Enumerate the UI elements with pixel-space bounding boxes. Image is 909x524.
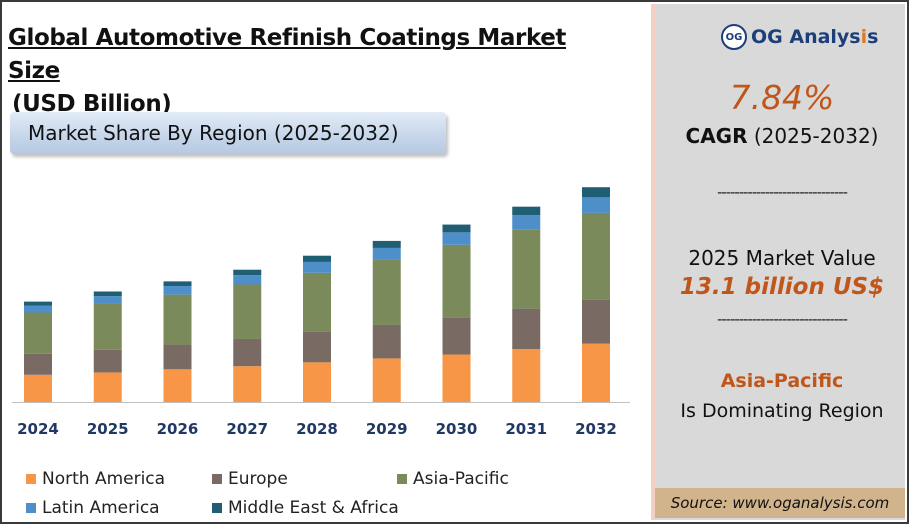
cagr-label-rest: (2025-2032) [747, 124, 879, 148]
bar-segment-north-america-2032 [582, 343, 610, 402]
logo-text-c: s [867, 26, 879, 48]
x-tick-label-2029: 2029 [366, 420, 408, 438]
legend-swatch-asia-pacific [397, 474, 407, 484]
source-note: Source: www.oganalysis.com [655, 488, 905, 518]
x-tick-label-2030: 2030 [436, 420, 478, 438]
logo-text: OG Analysis [751, 26, 878, 48]
bar-segment-europe-2032 [582, 299, 610, 344]
divider-2: ------------------------------ [717, 311, 848, 328]
bar-segment-mea-2029 [372, 240, 401, 248]
bar-segment-mea-2032 [582, 187, 610, 198]
bar-segment-mea-2024 [24, 301, 52, 306]
bar-segment-north-america-2028 [303, 362, 331, 402]
bar-segment-latin-america-2031 [512, 215, 541, 230]
bar-segment-europe-2028 [303, 331, 331, 363]
bar-segment-europe-2024 [24, 353, 52, 375]
bar-segment-asia-pacific-2032 [582, 212, 610, 300]
legend-swatch-north-america [26, 474, 36, 484]
bar-segment-asia-pacific-2024 [24, 312, 52, 354]
dominating-region: Asia-Pacific [720, 370, 844, 392]
bar-segment-north-america-2026 [163, 369, 192, 402]
title-line-1: Global Automotive Refinish Coatings Mark… [8, 25, 567, 84]
bar-segment-north-america-2024 [24, 374, 52, 402]
x-tick-label-2026: 2026 [157, 420, 199, 438]
bar-segment-latin-america-2032 [582, 197, 610, 213]
legend-item-latin-america: Latin America [26, 498, 160, 518]
bar-segment-north-america-2025 [93, 372, 122, 402]
legend-item-europe: Europe [212, 469, 288, 489]
bar-segment-asia-pacific-2025 [93, 303, 122, 350]
bar-segment-north-america-2027 [233, 366, 262, 402]
bar-segment-north-america-2030 [442, 354, 471, 402]
bar-segment-mea-2025 [93, 291, 122, 297]
dominating-region-label: Is Dominating Region [680, 400, 884, 422]
chart-subtitle: Market Share By Region (2025-2032) [28, 121, 399, 145]
legend-swatch-mea [212, 503, 222, 513]
og-logo-icon: OG [721, 24, 747, 50]
legend-label-north-america: North America [42, 469, 166, 489]
logo-text-b: i [860, 26, 868, 48]
bar-segment-europe-2031 [512, 308, 541, 350]
legend-swatch-latin-america [26, 503, 36, 513]
market-value-label: 2025 Market Value [688, 246, 876, 270]
bar-segment-latin-america-2029 [372, 247, 401, 260]
bar-segment-asia-pacific-2028 [303, 272, 331, 332]
bar-segment-asia-pacific-2026 [163, 294, 192, 345]
bar-segment-asia-pacific-2030 [442, 244, 471, 318]
bar-segment-latin-america-2030 [442, 232, 471, 245]
bar-segment-mea-2026 [163, 281, 192, 287]
bar-segment-europe-2027 [233, 338, 262, 367]
bar-segment-north-america-2031 [512, 349, 541, 402]
bar-segment-mea-2030 [442, 224, 471, 233]
market-value: 13.1 billion US$ [679, 274, 885, 300]
bar-segment-latin-america-2028 [303, 261, 331, 273]
x-tick-label-2025: 2025 [87, 420, 129, 438]
chart-subtitle-banner: Market Share By Region (2025-2032) [10, 112, 446, 154]
logo-badge-text: OG [725, 31, 743, 43]
cagr-label-bold: CAGR [685, 124, 748, 148]
bar-segment-asia-pacific-2029 [372, 259, 401, 325]
legend-item-mea: Middle East & Africa [212, 498, 399, 518]
legend-item-asia-pacific: Asia-Pacific [397, 469, 509, 489]
legend-label-mea: Middle East & Africa [228, 498, 399, 518]
bar-segment-north-america-2029 [372, 358, 401, 402]
bar-segment-europe-2029 [372, 324, 401, 359]
bar-segment-mea-2027 [233, 269, 262, 276]
legend-label-europe: Europe [228, 469, 288, 489]
legend-swatch-europe [212, 474, 222, 484]
bar-segment-mea-2028 [303, 255, 331, 262]
bar-segment-asia-pacific-2031 [512, 229, 541, 309]
bar-segment-latin-america-2024 [24, 305, 52, 313]
legend-label-latin-america: Latin America [42, 498, 160, 518]
bar-segment-latin-america-2026 [163, 286, 192, 295]
bar-segment-mea-2031 [512, 206, 541, 216]
x-tick-label-2032: 2032 [575, 420, 617, 438]
x-tick-label-2027: 2027 [226, 420, 268, 438]
summary-panel: OG OG Analysis 7.84% CAGR (2025-2032) --… [651, 4, 905, 520]
x-tick-label-2024: 2024 [17, 420, 59, 438]
bar-segment-europe-2026 [163, 344, 192, 370]
legend-label-asia-pacific: Asia-Pacific [413, 469, 509, 489]
og-analysis-logo: OG OG Analysis [721, 24, 878, 50]
legend-item-north-america: North America [26, 469, 165, 489]
cagr-label: CAGR (2025-2032) [655, 124, 909, 148]
bar-segment-latin-america-2027 [233, 275, 262, 285]
bar-segment-asia-pacific-2027 [233, 284, 262, 339]
x-tick-label-2031: 2031 [505, 420, 547, 438]
bar-segment-europe-2025 [93, 349, 122, 373]
logo-text-a: OG Analys [751, 26, 861, 48]
stacked-bar-chart: 2024 2025 2026 2027 2028 2029 2030 2031 2032 [12, 187, 630, 438]
divider-1: ------------------------------ [717, 184, 848, 201]
cagr-value: 7.84% [729, 78, 835, 117]
bar-segment-europe-2030 [442, 317, 471, 355]
x-tick-label-2028: 2028 [296, 420, 338, 438]
chart-legend: North America Europe Asia-Pacific Latin … [26, 467, 626, 523]
bar-segment-latin-america-2025 [93, 296, 122, 304]
